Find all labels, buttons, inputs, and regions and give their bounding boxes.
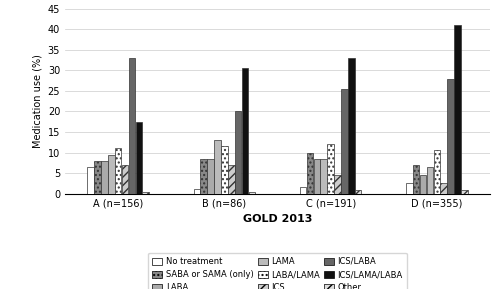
Bar	[101, 161, 107, 194]
Bar	[448, 79, 454, 194]
Bar	[426, 167, 434, 194]
Bar	[461, 190, 468, 194]
Bar	[348, 58, 354, 194]
Bar	[355, 190, 362, 194]
Bar	[94, 161, 100, 194]
Bar	[406, 183, 412, 194]
Bar	[320, 159, 327, 194]
Bar	[122, 165, 128, 194]
Bar	[242, 68, 248, 194]
Bar	[200, 159, 207, 194]
Bar	[136, 122, 142, 194]
Bar	[420, 175, 426, 194]
Bar	[194, 189, 200, 194]
X-axis label: GOLD 2013: GOLD 2013	[243, 214, 312, 224]
Bar	[341, 89, 347, 194]
Legend: No treatment, SABA or SAMA (only), LABA, LAMA, LABA/LAMA, ICS, ICS/LABA, ICS/LAM: No treatment, SABA or SAMA (only), LABA,…	[148, 253, 406, 289]
Bar	[413, 165, 420, 194]
Bar	[248, 192, 255, 194]
Bar	[314, 159, 320, 194]
Bar	[334, 175, 341, 194]
Bar	[221, 146, 228, 194]
Bar	[88, 167, 94, 194]
Bar	[142, 192, 149, 194]
Bar	[440, 183, 447, 194]
Bar	[454, 25, 461, 194]
Bar	[128, 58, 135, 194]
Bar	[300, 188, 306, 194]
Bar	[434, 151, 440, 194]
Y-axis label: Medication use (%): Medication use (%)	[32, 54, 42, 148]
Bar	[328, 144, 334, 194]
Bar	[115, 149, 121, 194]
Bar	[214, 140, 221, 194]
Bar	[108, 155, 114, 194]
Bar	[235, 112, 242, 194]
Bar	[228, 165, 234, 194]
Bar	[306, 153, 313, 194]
Bar	[208, 159, 214, 194]
